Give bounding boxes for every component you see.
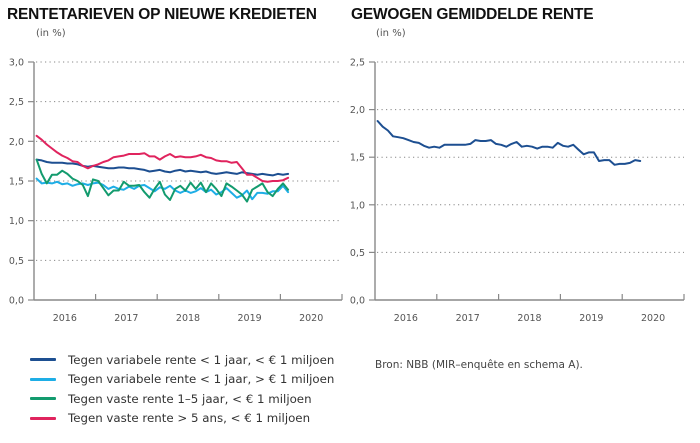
y-tick-label: 1,0 (350, 200, 365, 211)
legend-item: Tegen variabele rente < 1 jaar, < € 1 mi… (30, 350, 334, 370)
y-tick-label: 0,0 (350, 296, 365, 307)
legend-item: Tegen vaste rente > 5 ans, < € 1 miljoen (30, 409, 334, 429)
unit-label-right: (in %) (376, 28, 406, 39)
y-tick-label: 1,5 (9, 177, 24, 188)
y-tick-label: 3,0 (9, 58, 24, 69)
x-tick-label: 2017 (456, 313, 480, 324)
legend-swatch-light-blue (30, 377, 56, 381)
y-tick-label: 0,5 (9, 256, 24, 267)
source-note: Bron: NBB (MIR–enquête en schema A). (375, 359, 583, 371)
x-tick-label: 2020 (299, 313, 323, 324)
y-tick-label: 2,0 (9, 137, 24, 148)
y-tick-label: 0,5 (350, 248, 365, 259)
legend-swatch-green (30, 397, 56, 401)
x-tick-label: 2020 (641, 313, 665, 324)
y-tick-label: 1,5 (350, 153, 365, 164)
x-tick-label: 2019 (238, 313, 262, 324)
x-tick-label: 2018 (176, 313, 200, 324)
legend-swatch-dark-blue (30, 358, 56, 362)
y-tick-label: 2,5 (350, 58, 365, 69)
chart-title-right: GEWOGEN GEMIDDELDE RENTE (351, 6, 594, 23)
y-tick-label: 2,0 (350, 105, 365, 116)
legend-label: Tegen variabele rente < 1 jaar, < € 1 mi… (68, 352, 335, 367)
legend-item: Tegen variabele rente < 1 jaar, > € 1 mi… (30, 370, 334, 390)
x-tick-label: 2019 (579, 313, 603, 324)
legend-label: Tegen vaste rente 1–5 jaar, < € 1 miljoe… (68, 391, 312, 406)
x-tick-label: 2016 (53, 313, 77, 324)
x-tick-label: 2017 (114, 313, 138, 324)
legend-left: Tegen variabele rente < 1 jaar, < € 1 mi… (30, 350, 334, 428)
x-tick-label: 2018 (517, 313, 541, 324)
series-line-4 (35, 134, 290, 183)
chart-title-left: RENTETARIEVEN OP NIEUWE KREDIETEN (7, 6, 317, 23)
y-tick-label: 2,5 (9, 97, 24, 108)
legend-swatch-red (30, 416, 56, 420)
legend-item: Tegen vaste rente 1–5 jaar, < € 1 miljoe… (30, 389, 334, 409)
y-tick-label: 0,0 (9, 296, 24, 307)
series-line-3 (35, 158, 290, 203)
y-tick-label: 1,0 (9, 216, 24, 227)
legend-label: Tegen variabele rente < 1 jaar, > € 1 mi… (68, 372, 335, 387)
series-line-1 (376, 120, 642, 166)
unit-label-left: (in %) (36, 28, 66, 39)
x-tick-label: 2016 (394, 313, 418, 324)
legend-label: Tegen vaste rente > 5 ans, < € 1 miljoen (68, 411, 311, 426)
